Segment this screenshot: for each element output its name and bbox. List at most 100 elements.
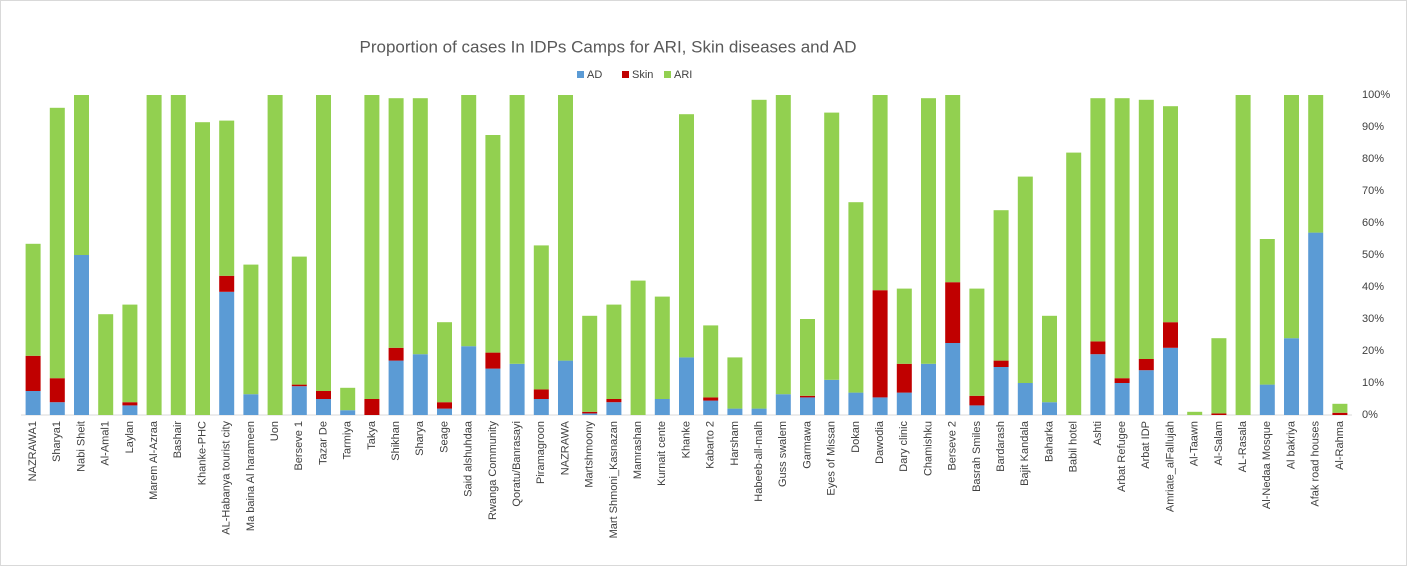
bar-segment: [146, 95, 162, 415]
x-tick-label: Tarmiya: [342, 420, 354, 459]
bar-segment: [412, 98, 428, 355]
y-tick-label: 0%: [1362, 409, 1378, 421]
x-tick-label: Al-Salam: [1213, 421, 1225, 466]
bar-segment: [1138, 359, 1154, 371]
x-tick-label: Al-Nedaa Mosque: [1261, 421, 1273, 509]
bar-segment: [679, 114, 694, 358]
x-tick-label: Kurnait cente: [656, 421, 668, 486]
bar-segment: [340, 410, 356, 415]
x-tick-label: Eyes of Missan: [826, 421, 838, 496]
bar-segment: [1163, 347, 1178, 415]
bar-segment: [364, 95, 380, 399]
x-tick-label: Qoratu/Banrasayi: [511, 421, 523, 507]
bar-segment: [74, 95, 89, 255]
bar-segment: [291, 386, 307, 415]
x-tick-label: Dawodia: [874, 420, 886, 464]
bar-segment: [509, 363, 525, 415]
x-tick-label: Al bakriya: [1285, 420, 1297, 469]
y-tick-label: 20%: [1362, 345, 1384, 357]
bar-segment: [1042, 315, 1057, 403]
bar-segment: [1042, 402, 1057, 415]
bar-segment: [25, 391, 41, 415]
x-tick-label: Uon: [269, 421, 281, 441]
bar-segment: [316, 399, 331, 415]
bar-segment: [1187, 411, 1203, 415]
legend-label: Skin: [632, 69, 653, 81]
bar-segment: [993, 360, 1009, 367]
bar-segment: [1114, 378, 1130, 383]
bar-segment: [896, 392, 912, 415]
bar-segment: [437, 322, 452, 403]
bar-segment: [896, 363, 912, 393]
bar-segment: [800, 319, 815, 396]
bar-segment: [824, 112, 840, 380]
bar-segment: [437, 408, 452, 415]
bar-segment: [219, 291, 235, 415]
bar-segment: [533, 389, 549, 399]
legend-swatch: [577, 71, 584, 78]
bar-segment: [679, 357, 694, 415]
legend-label: AD: [587, 69, 602, 81]
bar-segment: [1284, 338, 1299, 415]
x-tick-label: Bardarash: [995, 421, 1007, 472]
x-tick-label: Amriate_alFallujah: [1164, 421, 1176, 512]
x-tick-label: Laylan: [124, 421, 136, 453]
x-tick-label: Babil hotel: [1068, 421, 1080, 472]
bar-segment: [945, 95, 961, 283]
bar-segment: [388, 98, 404, 348]
bar-segment: [533, 245, 549, 390]
x-tick-label: Dokan: [850, 421, 862, 453]
bar-segment: [800, 397, 815, 415]
bar-segment: [437, 402, 452, 409]
x-tick-label: Afak road houses: [1310, 421, 1322, 507]
bar-segment: [49, 378, 65, 403]
bar-segment: [1138, 370, 1154, 415]
x-tick-label: Seage: [438, 421, 450, 453]
bar-segment: [170, 95, 186, 415]
bar-segment: [872, 397, 888, 415]
bar-segment: [1114, 383, 1130, 415]
bar-segment: [49, 107, 65, 379]
x-tick-label: Marem Al-Azraa: [148, 420, 160, 500]
bar-segment: [872, 95, 888, 291]
bar-segment: [775, 95, 791, 395]
bar-segment: [485, 135, 501, 353]
bar-segment: [25, 243, 41, 356]
bar-segment: [122, 402, 138, 406]
bar-segment: [751, 99, 767, 409]
x-tick-label: Bajit Kandala: [1019, 420, 1031, 486]
bar-segment: [485, 352, 501, 369]
bar-segment: [1017, 383, 1033, 415]
x-tick-label: Tazar De: [317, 421, 329, 465]
bar-segment: [1211, 413, 1227, 415]
bar-segment: [219, 120, 235, 276]
bar-segment: [49, 402, 65, 415]
bar-segment: [848, 392, 864, 415]
x-tick-label: Kabarto 2: [705, 421, 717, 469]
x-tick-label: Piramagroon: [535, 421, 547, 484]
x-tick-label: Khanke: [680, 421, 692, 458]
bar-segment: [1332, 403, 1348, 413]
bar-segment: [485, 368, 501, 415]
x-tick-label: Nabi Sheit: [75, 421, 87, 472]
bar-segment: [1308, 232, 1324, 415]
bar-segment: [1163, 106, 1178, 323]
bar-segment: [243, 394, 259, 415]
bar-segment: [921, 363, 936, 415]
x-tick-label: AL-Rasala: [1237, 420, 1249, 472]
bar-segment: [1017, 176, 1033, 383]
x-tick-label: Guss swalem: [777, 421, 789, 487]
y-tick-label: 50%: [1362, 249, 1384, 261]
x-tick-label: Sharya1: [51, 421, 63, 462]
x-tick-label: NAZRAWA1: [27, 421, 39, 481]
x-tick-label: Said alshuhdaa: [463, 420, 475, 497]
y-tick-label: 10%: [1362, 377, 1384, 389]
bar-segment: [800, 395, 815, 398]
legend-swatch: [622, 71, 629, 78]
bar-segment: [122, 405, 138, 415]
bar-segment: [654, 399, 670, 415]
x-tick-label: NAZRAWA: [559, 420, 571, 475]
y-tick-label: 90%: [1362, 121, 1384, 133]
legend-swatch: [664, 71, 671, 78]
x-tick-label: Al-Taawn: [1189, 421, 1201, 466]
